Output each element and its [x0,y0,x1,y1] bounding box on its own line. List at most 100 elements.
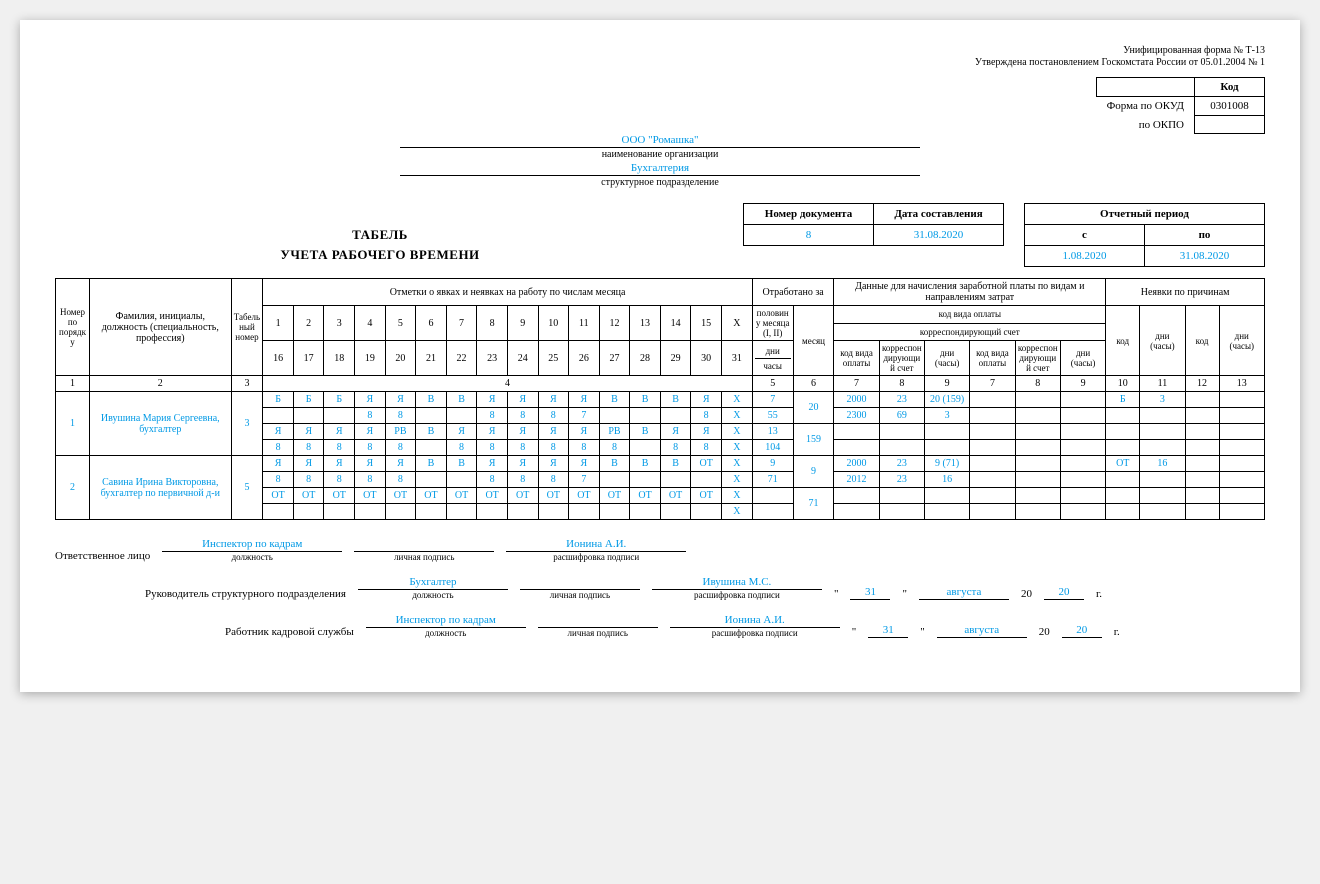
hdr-day-15: 15 [691,306,722,341]
day-cell: Я [691,424,722,440]
hdr-day-23: 23 [477,341,508,376]
pay-cell [970,424,1015,440]
hdr-marks: Отметки о явках и неявках на работу по ч… [263,279,753,306]
pay-cell [1060,488,1105,504]
abs-cell [1140,424,1185,440]
main-timesheet-table: Номер по порядкуФамилия, инициалы, должн… [55,278,1265,520]
row-num: 2 [56,456,90,520]
pay-cell: 69 [879,408,924,424]
half-cell: 71 [752,472,793,488]
pay-cell: 3 [924,408,969,424]
hdr-payroll: Данные для начисления заработной платы п… [834,279,1106,306]
hdr-day-26: 26 [569,341,600,376]
hdr-day-10: 10 [538,306,569,341]
day-cell: X [721,440,752,456]
day-cell: 8 [355,472,386,488]
month-days: 9 [793,456,834,488]
abs-cell [1106,488,1140,504]
day-cell: Я [660,424,691,440]
day-cell [477,504,508,520]
day-cell: Я [477,424,508,440]
org-block: ООО "Ромашка" наименование организации Б… [55,134,1265,188]
day-cell: В [446,456,477,472]
pay-cell [970,440,1015,456]
hdr-day-16: 16 [263,341,294,376]
day-cell [446,408,477,424]
hdr-day-5: 5 [385,306,416,341]
day-cell: Я [385,392,416,408]
day-cell: 8 [355,408,386,424]
row-fio: Савина Ирина Викторовна, бухгалтер по пе… [89,456,231,520]
pay-cell [879,488,924,504]
pay-cell [834,424,879,440]
day-cell [569,504,600,520]
abs-cell [1185,408,1219,424]
day-cell [630,472,661,488]
pay-cell [834,440,879,456]
half-cell [752,504,793,520]
hdr-day-11: 11 [569,306,600,341]
abs-cell [1106,472,1140,488]
pay-cell: 20 (159) [924,392,969,408]
day-cell: ОТ [691,456,722,472]
row-fio: Ивушина Мария Сергеевна, бухгалтер [89,392,231,456]
code-table: Код Форма по ОКУД 0301008 по ОКПО [1096,77,1265,134]
pay-cell: 23 [879,456,924,472]
day-cell: В [446,392,477,408]
day-cell: В [599,456,630,472]
day-cell: X [721,488,752,504]
day-cell: В [630,424,661,440]
hdr-day-29: 29 [660,341,691,376]
day-cell: 8 [507,472,538,488]
day-cell: Я [263,424,294,440]
abs-cell: ОТ [1106,456,1140,472]
pay-cell [1060,424,1105,440]
date-year: 20 [1044,586,1084,600]
day-cell: В [660,392,691,408]
abs-cell [1106,440,1140,456]
day-cell: ОТ [660,488,691,504]
hdr-abs-dh2: дни (часы) [1219,306,1264,376]
pay-cell: 9 (71) [924,456,969,472]
doc-number-table: Номер документа Дата составления 8 31.08… [743,203,1004,246]
pay-cell [1015,488,1060,504]
pay-cell [1015,424,1060,440]
day-cell: 8 [569,440,600,456]
day-cell: 8 [263,440,294,456]
day-cell [599,408,630,424]
day-cell: Я [538,424,569,440]
abs-cell: 3 [1140,392,1185,408]
day-cell: Я [569,456,600,472]
day-cell: 8 [385,472,416,488]
half-cell: 55 [752,408,793,424]
day-cell: X [721,408,752,424]
abs-cell [1219,408,1264,424]
day-cell [660,408,691,424]
day-cell: В [416,424,447,440]
pay-cell: 2012 [834,472,879,488]
date-month: августа [919,586,1009,600]
abs-cell [1106,504,1140,520]
half-cell: 13 [752,424,793,440]
hdr-day-X: X [721,306,752,341]
org-name-caption: наименование организации [55,149,1265,160]
abs-cell [1185,440,1219,456]
half-cell: 104 [752,440,793,456]
abs-cell [1219,456,1264,472]
hdr-abs-dh1: дни (часы) [1140,306,1185,376]
resp-name-cap: расшифровка подписи [506,552,686,562]
abs-cell [1106,424,1140,440]
form-ref: Унифицированная форма № Т-13 Утверждена … [55,45,1265,69]
period-from: 1.08.2020 [1025,246,1145,267]
hdr-month: месяц [793,306,834,376]
hdr-day-8: 8 [477,306,508,341]
date-day: 31 [850,586,890,600]
day-cell: 8 [477,472,508,488]
day-cell: Б [324,392,355,408]
day-cell: X [721,392,752,408]
form-ref-line2: Утверждена постановлением Госкомстата Ро… [55,57,1265,69]
day-cell: В [660,456,691,472]
hdr-day-27: 27 [599,341,630,376]
pay-cell [970,488,1015,504]
pay-cell [970,456,1015,472]
